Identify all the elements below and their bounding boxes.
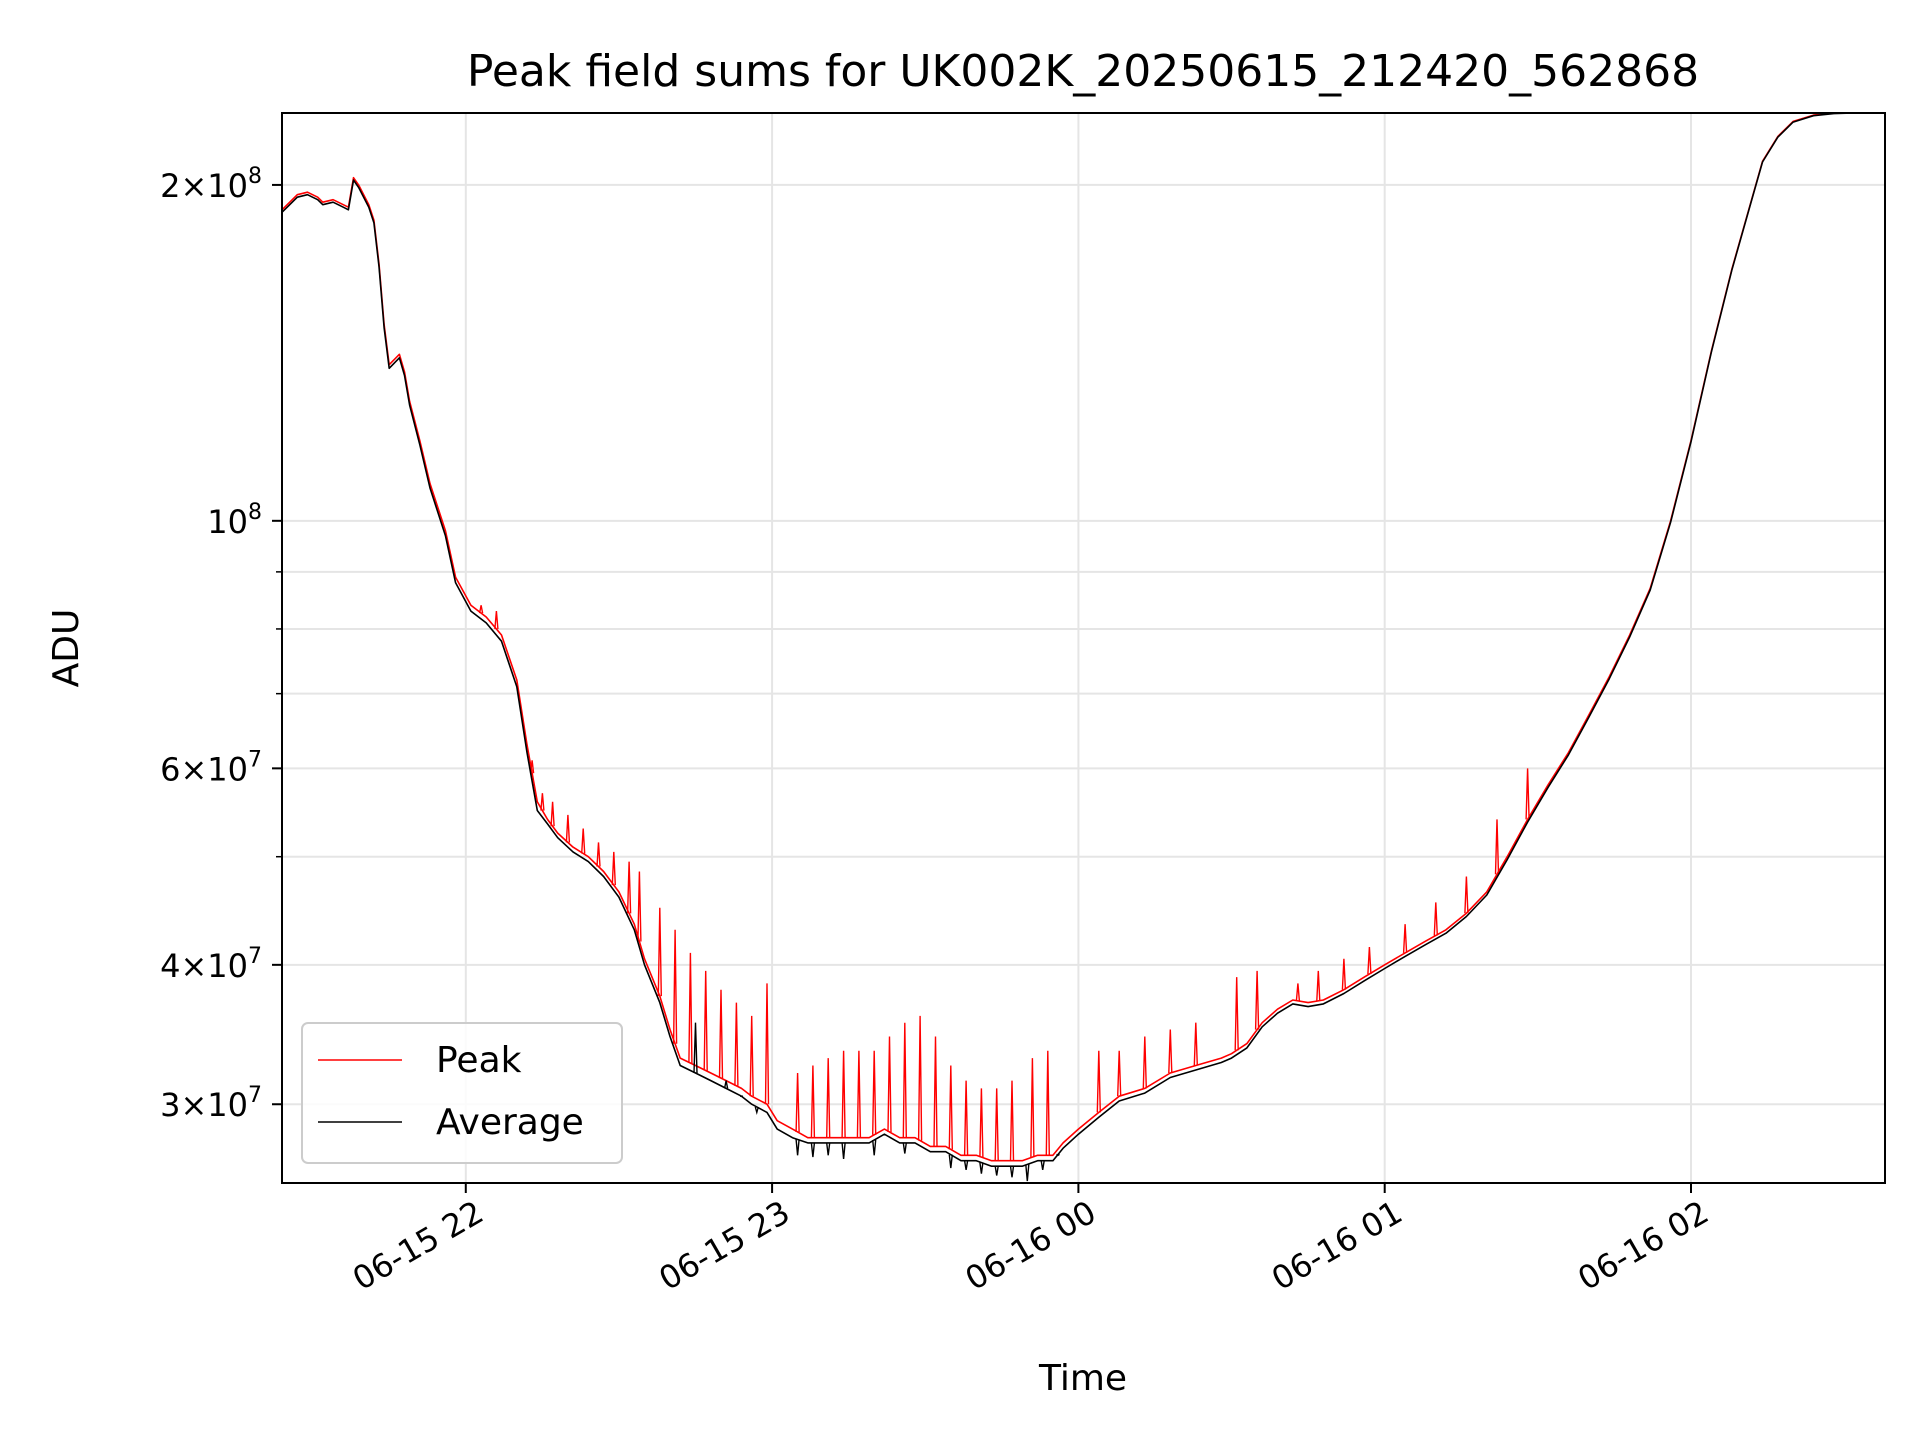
average-dip: [872, 1139, 877, 1156]
average-dip: [723, 1080, 729, 1089]
peak-spike: [948, 1065, 953, 1150]
peak-spike: [703, 970, 708, 1071]
average-dip: [795, 1139, 800, 1156]
average-dip: [963, 1160, 969, 1171]
series-line-peak: [281, 112, 1885, 1162]
legend-box: [301, 1022, 623, 1164]
peak-spike: [734, 1002, 739, 1086]
peak-spike: [626, 861, 632, 914]
peak-spike: [529, 760, 535, 774]
peak-spike: [540, 793, 545, 811]
grid: [282, 113, 1885, 1183]
average-dip: [979, 1162, 984, 1174]
peak-spike: [494, 611, 499, 630]
average-dip: [810, 1142, 816, 1158]
peak-spike: [1045, 1050, 1050, 1156]
peak-spike: [637, 871, 642, 942]
peak-spike: [550, 801, 555, 827]
peak-spike: [764, 983, 770, 1105]
peak-spike: [826, 1058, 831, 1138]
peak-spike: [1096, 1050, 1101, 1113]
peak-spike: [856, 1050, 862, 1138]
peak-spike: [872, 1050, 877, 1135]
average-dip: [994, 1166, 999, 1176]
y-axis-label: ADU: [46, 609, 87, 688]
peak-spike: [1433, 902, 1438, 936]
plot-frame: [281, 112, 1886, 1184]
y-tick-label: 4×107: [160, 944, 262, 985]
series-group: [281, 112, 1885, 1182]
average-dip: [754, 1106, 759, 1116]
peak-spike: [596, 842, 601, 867]
peak-spike: [1367, 946, 1372, 975]
average-dip: [1025, 1164, 1030, 1182]
average-dip: [902, 1142, 907, 1154]
y-tick-label: 3×107: [160, 1083, 262, 1124]
peak-spike: [1254, 970, 1260, 1030]
average-dip: [693, 1022, 698, 1074]
average-dip: [1009, 1166, 1015, 1178]
peak-spike: [902, 1022, 907, 1138]
peak-spike: [1464, 876, 1469, 914]
average-dip: [948, 1154, 953, 1169]
peak-spike: [933, 1036, 938, 1147]
peak-spike: [1525, 768, 1530, 820]
peak-spike: [749, 1015, 754, 1097]
peak-spike: [1316, 970, 1321, 1001]
peak-spike: [1168, 1029, 1173, 1074]
peak-spike: [979, 1088, 984, 1158]
peak-spike: [1030, 1058, 1035, 1158]
legend-label-peak: Peak: [436, 1040, 522, 1081]
peak-spike: [1295, 983, 1301, 1001]
peak-spike: [672, 929, 678, 1044]
average-dip: [1056, 1153, 1060, 1157]
peak-spike: [841, 1050, 846, 1138]
peak-spike: [1009, 1080, 1015, 1161]
average-dip: [1040, 1160, 1045, 1171]
peak-spike: [810, 1065, 816, 1138]
peak-spike: [1341, 958, 1347, 990]
series-line-average: [281, 112, 1885, 1167]
peak-spike: [565, 814, 571, 843]
peak-spike: [1193, 1022, 1198, 1066]
average-dip: [826, 1142, 831, 1156]
peak-spike: [1234, 977, 1239, 1051]
average-dip: [841, 1142, 846, 1159]
y-tick-label: 108: [207, 500, 262, 541]
y-tick-label: 2×108: [160, 164, 262, 205]
peak-spike: [917, 1015, 923, 1141]
peak-spike: [611, 851, 616, 886]
peak-spike: [1494, 819, 1500, 875]
peak-spike: [795, 1072, 800, 1133]
peak-spike: [1142, 1036, 1147, 1089]
legend-label-average: Average: [436, 1102, 584, 1143]
peak-spike: [887, 1036, 892, 1133]
peak-spike: [581, 828, 586, 854]
peak-spike: [478, 605, 484, 614]
peak-spike: [718, 989, 724, 1079]
peak-spike: [994, 1088, 999, 1161]
peak-spike: [1117, 1050, 1122, 1097]
y-axis-ticks: 108 2×108 6×107 4×107 3×107: [160, 164, 282, 1124]
peak-spike: [688, 952, 693, 1064]
peak-spike: [1402, 924, 1408, 953]
peak-spike: [963, 1080, 969, 1156]
y-tick-label: 6×107: [160, 747, 262, 788]
chart-title: Peak field sums for UK002K_20250615_2124…: [467, 46, 1699, 97]
legend: Peak Average: [301, 1022, 623, 1164]
peak-spike: [657, 907, 662, 997]
x-axis-label: Time: [1038, 1358, 1127, 1399]
